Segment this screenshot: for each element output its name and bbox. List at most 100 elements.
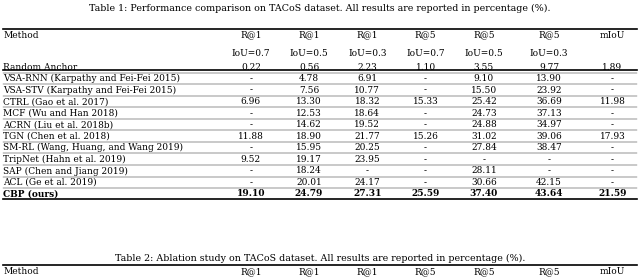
Text: 38.47: 38.47 <box>536 143 562 152</box>
Text: 21.59: 21.59 <box>598 190 627 198</box>
Text: -: - <box>366 166 369 175</box>
Text: -: - <box>424 166 427 175</box>
Text: 24.88: 24.88 <box>471 120 497 129</box>
Text: R@5: R@5 <box>538 267 560 276</box>
Text: 18.64: 18.64 <box>355 109 380 118</box>
Text: TGN (Chen et al. 2018): TGN (Chen et al. 2018) <box>3 132 110 141</box>
Text: 24.17: 24.17 <box>355 178 380 187</box>
Text: R@1: R@1 <box>240 267 262 276</box>
Text: IoU=0.7: IoU=0.7 <box>232 49 270 58</box>
Text: mIoU: mIoU <box>600 267 625 276</box>
Text: -: - <box>424 155 427 164</box>
Text: SM-RL (Wang, Huang, and Wang 2019): SM-RL (Wang, Huang, and Wang 2019) <box>3 143 183 152</box>
Text: Table 1: Performance comparison on TACoS dataset. All results are reported in pe: Table 1: Performance comparison on TACoS… <box>89 4 551 13</box>
Text: CTRL (Gao et al. 2017): CTRL (Gao et al. 2017) <box>3 97 109 106</box>
Text: -: - <box>424 178 427 187</box>
Text: R@1: R@1 <box>356 267 378 276</box>
Text: 1.89: 1.89 <box>602 63 623 71</box>
Text: 6.91: 6.91 <box>357 74 378 83</box>
Text: -: - <box>611 166 614 175</box>
Text: R@1: R@1 <box>240 31 262 39</box>
Text: 0.56: 0.56 <box>299 63 319 71</box>
Text: 20.25: 20.25 <box>355 143 380 152</box>
Text: -: - <box>424 143 427 152</box>
Text: 11.98: 11.98 <box>600 97 625 106</box>
Text: R@5: R@5 <box>538 31 560 39</box>
Text: R@1: R@1 <box>298 31 320 39</box>
Text: CBP (ours): CBP (ours) <box>3 190 59 198</box>
Text: -: - <box>250 178 252 187</box>
Text: ACRN (Liu et al. 2018b): ACRN (Liu et al. 2018b) <box>3 120 113 129</box>
Text: 28.11: 28.11 <box>471 166 497 175</box>
Text: -: - <box>424 74 427 83</box>
Text: -: - <box>424 86 427 95</box>
Text: 4.78: 4.78 <box>299 74 319 83</box>
Text: 20.01: 20.01 <box>296 178 322 187</box>
Text: 13.90: 13.90 <box>536 74 562 83</box>
Text: 12.53: 12.53 <box>296 109 322 118</box>
Text: 17.93: 17.93 <box>600 132 625 141</box>
Text: -: - <box>611 109 614 118</box>
Text: R@5: R@5 <box>473 267 495 276</box>
Text: -: - <box>483 155 485 164</box>
Text: 13.30: 13.30 <box>296 97 322 106</box>
Text: Method: Method <box>3 267 38 276</box>
Text: 31.02: 31.02 <box>471 132 497 141</box>
Text: VSA-STV (Karpathy and Fei-Fei 2015): VSA-STV (Karpathy and Fei-Fei 2015) <box>3 86 177 95</box>
Text: 27.84: 27.84 <box>471 143 497 152</box>
Text: VSA-RNN (Karpathy and Fei-Fei 2015): VSA-RNN (Karpathy and Fei-Fei 2015) <box>3 74 180 83</box>
Text: 15.95: 15.95 <box>296 143 322 152</box>
Text: R@1: R@1 <box>298 267 320 276</box>
Text: 15.50: 15.50 <box>471 86 497 95</box>
Text: -: - <box>611 86 614 95</box>
Text: 19.17: 19.17 <box>296 155 322 164</box>
Text: 34.97: 34.97 <box>536 120 562 129</box>
Text: Random Anchor: Random Anchor <box>3 63 77 71</box>
Text: 3.55: 3.55 <box>474 63 494 71</box>
Text: -: - <box>250 143 252 152</box>
Text: 27.31: 27.31 <box>353 190 381 198</box>
Text: IoU=0.3: IoU=0.3 <box>348 49 387 58</box>
Text: 19.52: 19.52 <box>355 120 380 129</box>
Text: 0.22: 0.22 <box>241 63 261 71</box>
Text: -: - <box>424 120 427 129</box>
Text: Table 2: Ablation study on TACoS dataset. All results are reported in percentage: Table 2: Ablation study on TACoS dataset… <box>115 254 525 263</box>
Text: -: - <box>250 86 252 95</box>
Text: 18.90: 18.90 <box>296 132 322 141</box>
Text: R@1: R@1 <box>356 31 378 39</box>
Text: 7.56: 7.56 <box>299 86 319 95</box>
Text: MCF (Wu and Han 2018): MCF (Wu and Han 2018) <box>3 109 118 118</box>
Text: SAP (Chen and Jiang 2019): SAP (Chen and Jiang 2019) <box>3 166 128 175</box>
Text: -: - <box>611 120 614 129</box>
Text: 1.10: 1.10 <box>415 63 436 71</box>
Text: 11.88: 11.88 <box>238 132 264 141</box>
Text: 10.77: 10.77 <box>355 86 380 95</box>
Text: ACL (Ge et al. 2019): ACL (Ge et al. 2019) <box>3 178 97 187</box>
Text: 37.40: 37.40 <box>470 190 498 198</box>
Text: IoU=0.3: IoU=0.3 <box>530 49 568 58</box>
Text: -: - <box>250 120 252 129</box>
Text: R@5: R@5 <box>473 31 495 39</box>
Text: 21.77: 21.77 <box>355 132 380 141</box>
Text: R@5: R@5 <box>415 267 436 276</box>
Text: -: - <box>250 166 252 175</box>
Text: -: - <box>250 109 252 118</box>
Text: mIoU: mIoU <box>600 31 625 39</box>
Text: 15.26: 15.26 <box>413 132 438 141</box>
Text: 25.42: 25.42 <box>471 97 497 106</box>
Text: 6.96: 6.96 <box>241 97 261 106</box>
Text: 30.66: 30.66 <box>471 178 497 187</box>
Text: -: - <box>548 155 550 164</box>
Text: IoU=0.5: IoU=0.5 <box>290 49 328 58</box>
Text: TripNet (Hahn et al. 2019): TripNet (Hahn et al. 2019) <box>3 155 126 164</box>
Text: 2.23: 2.23 <box>358 63 377 71</box>
Text: 25.59: 25.59 <box>412 190 440 198</box>
Text: R@5: R@5 <box>415 31 436 39</box>
Text: -: - <box>611 74 614 83</box>
Text: 23.95: 23.95 <box>355 155 380 164</box>
Text: 42.15: 42.15 <box>536 178 562 187</box>
Text: 19.10: 19.10 <box>237 190 265 198</box>
Text: 43.64: 43.64 <box>535 190 563 198</box>
Text: -: - <box>611 178 614 187</box>
Text: 15.33: 15.33 <box>413 97 438 106</box>
